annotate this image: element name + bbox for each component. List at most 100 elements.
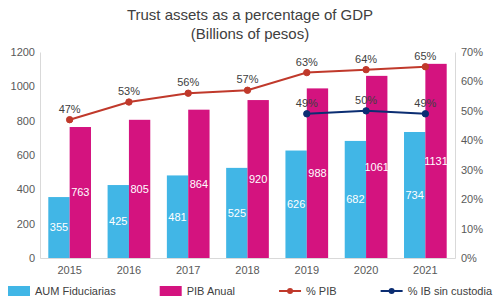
line-label: 65%: [414, 50, 436, 62]
y2-axis: 0% 10% 20% 30% 40% 50% 60% 70%: [455, 46, 483, 264]
marker: [126, 99, 132, 105]
marker: [66, 116, 72, 122]
bar-label: 525: [228, 207, 246, 219]
x-tick: 2018: [235, 258, 259, 276]
title: Trust assets as a percentage of GDP: [127, 6, 373, 23]
y-axis-tick-label: 600: [17, 149, 35, 161]
y-axis-tick: 0: [29, 252, 40, 264]
y2-axis-tick: 0%: [455, 252, 477, 264]
bar: [345, 141, 366, 258]
y2-axis-tick-label: 40%: [461, 134, 483, 146]
x-tick-label: 2018: [235, 264, 259, 276]
x-axis-line: [41, 258, 456, 259]
y-axis-tick-label: 0: [29, 252, 35, 264]
legend-label: AUM Fiduciarias: [35, 285, 116, 297]
legend-swatch: [160, 286, 182, 296]
y2-axis-line: [455, 53, 456, 259]
y-axis-tick-label: 400: [17, 183, 35, 195]
bar-label: 864: [190, 178, 208, 190]
bar: [188, 110, 209, 258]
y-axis-tick-label: 800: [17, 115, 35, 127]
y-axis-tick: 200: [17, 218, 40, 230]
x-tick-label: 2015: [57, 264, 81, 276]
legend-label: PIB Anual: [187, 285, 235, 297]
bar-label: 763: [71, 186, 89, 198]
bar: [167, 175, 188, 258]
line-label: 53%: [118, 85, 140, 97]
bar-label: 355: [50, 221, 68, 233]
y2-axis-tick: 60%: [455, 75, 483, 87]
legend-item: AUM Fiduciarias: [8, 285, 116, 297]
bar: [226, 168, 247, 258]
bar: [48, 197, 69, 258]
y2-axis-tick-label: 30%: [461, 164, 483, 176]
y-axis-tick: 400: [17, 183, 40, 195]
bar-label: 626: [287, 198, 305, 210]
y-axis-tick-label: 1200: [11, 46, 35, 58]
y2-axis-tick-label: 60%: [461, 75, 483, 87]
legend-label: % IB sin custodia: [408, 285, 493, 297]
y2-axis-tick: 50%: [455, 105, 483, 117]
x-tick: 2021: [413, 258, 437, 276]
x-tick-label: 2016: [117, 264, 141, 276]
legend: AUM FiduciariasPIB Anual% PIB% IB sin cu…: [8, 285, 493, 297]
bar: [285, 151, 306, 258]
line-label: 63%: [296, 56, 318, 68]
marker: [422, 64, 428, 70]
line: [70, 67, 426, 120]
legend-marker: [389, 288, 395, 294]
legend-item: % IB sin custodia: [381, 285, 493, 297]
bar-label: 481: [168, 211, 186, 223]
bar: [248, 100, 269, 258]
y-axis-tick: 600: [17, 149, 40, 161]
bar: [404, 132, 425, 258]
y-axis: 0 200 400 600 800 1000 1200: [11, 46, 41, 264]
y2-axis-tick: 30%: [455, 164, 483, 176]
y2-axis-tick: 20%: [455, 193, 483, 205]
bar-label: 1061: [365, 161, 389, 173]
y2-axis-tick-label: 20%: [461, 193, 483, 205]
line-label: 47%: [59, 103, 81, 115]
x-tick: 2020: [354, 258, 378, 276]
y-axis-tick: 1000: [11, 80, 40, 92]
x-tick-label: 2021: [413, 264, 437, 276]
y2-axis-tick: 10%: [455, 223, 483, 235]
y-axis-line: [40, 53, 41, 259]
marker: [422, 111, 428, 117]
legend-swatch: [8, 286, 30, 296]
bar-label: 425: [109, 215, 127, 227]
subtitle: (Billions of pesos): [191, 25, 309, 42]
bar-label: 988: [308, 167, 326, 179]
bar-label: 920: [249, 173, 267, 185]
bar: [108, 185, 129, 258]
marker: [304, 69, 310, 75]
bar-label: 682: [346, 193, 364, 205]
bar-label: 734: [406, 189, 424, 201]
line-label: 50%: [355, 94, 377, 106]
y2-axis-tick: 70%: [455, 46, 483, 58]
x-tick-label: 2020: [354, 264, 378, 276]
marker: [363, 108, 369, 114]
y-axis-tick-label: 1000: [11, 80, 35, 92]
x-tick: 2016: [117, 258, 141, 276]
x-tick: 2019: [295, 258, 319, 276]
y2-axis-tick-label: 10%: [461, 223, 483, 235]
line-label: 49%: [296, 97, 318, 109]
x-tick: 2015: [57, 258, 81, 276]
plot-area: [48, 64, 446, 258]
line-label: 64%: [355, 53, 377, 65]
x-tick: 2017: [176, 258, 200, 276]
data-labels: 3554254815256266827347638058649209881061…: [50, 50, 448, 234]
bar: [70, 127, 91, 258]
chart: Trust assets as a percentage of GDP (Bill…: [0, 0, 500, 302]
y-axis-tick: 800: [17, 115, 40, 127]
marker: [185, 90, 191, 96]
y-axis-tick-label: 200: [17, 218, 35, 230]
marker: [244, 87, 250, 93]
y2-axis-tick-label: 0%: [461, 252, 477, 264]
marker: [304, 111, 310, 117]
bar: [129, 120, 150, 258]
bar-label: 1131: [424, 155, 448, 167]
marker: [363, 66, 369, 72]
legend-item: PIB Anual: [160, 285, 235, 297]
